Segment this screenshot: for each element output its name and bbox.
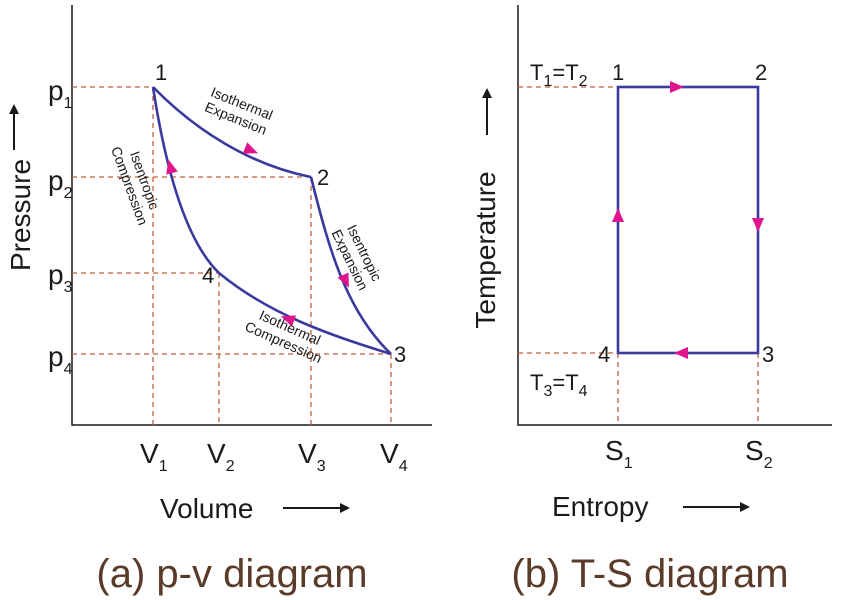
p1-label: p1 — [48, 75, 73, 112]
ts-arrow-4-1 — [612, 208, 624, 222]
ts-xlabel-arrow — [683, 502, 750, 512]
ts-point-4: 4 — [598, 342, 610, 367]
pv-axes — [71, 5, 432, 426]
pv-xlabel: Volume — [160, 493, 253, 524]
v3-label: V3 — [298, 438, 326, 475]
pv-point-1: 1 — [155, 60, 167, 85]
pv-arrow-2-3 — [337, 272, 349, 288]
pv-arrow-3-4 — [280, 315, 297, 327]
ts-xlabel: Entropy — [552, 491, 649, 522]
v1-label: V1 — [140, 438, 168, 475]
v4-label: V4 — [380, 438, 408, 475]
pv-arrow-1-2 — [242, 142, 258, 154]
pv-isothermal-expansion — [152, 86, 312, 179]
ts-axes — [517, 5, 832, 426]
ts-ylabel: Temperature — [470, 171, 501, 328]
ts-arrow-3-4 — [674, 347, 688, 359]
ts-diagram: 1 2 3 4 T1=T2 T3=T4 S1 S2 Temperature En… — [470, 5, 832, 596]
ts-point-3: 3 — [762, 342, 774, 367]
ts-caption: (b) T-S diagram — [511, 552, 788, 596]
pv-arrow-4-1 — [166, 159, 178, 175]
ts-point-1: 1 — [612, 60, 624, 85]
s2-label: S2 — [745, 435, 773, 472]
pv-isothermal-compression — [218, 271, 392, 356]
pv-isentropic-compression — [151, 86, 220, 274]
ts-cycle-rectangle — [616, 85, 760, 355]
ts-arrow-2-3 — [752, 218, 764, 232]
pv-diagram: p1 p2 p3 p4 V1 V2 V3 V4 1 2 3 4 Isotherm… — [5, 5, 432, 596]
svg-text:Pressure: Pressure — [5, 159, 36, 271]
pv-note-isothermal-compression: Isothermal Compression — [243, 307, 325, 366]
pv-note-isothermal-expansion: Isothermal Expansion — [203, 84, 276, 138]
v2-label: V2 — [207, 438, 235, 475]
p3-label: p3 — [48, 259, 73, 296]
ts-point-2: 2 — [755, 60, 767, 85]
pv-note-isentropic-compression: Isentropic Compression — [108, 144, 163, 227]
s1-label: S1 — [605, 435, 633, 472]
svg-text:Temperature: Temperature — [470, 171, 501, 328]
pv-point-3: 3 — [394, 342, 406, 367]
p4-label: p4 — [48, 341, 73, 378]
ts-arrow-1-2 — [670, 81, 684, 93]
pv-point-2: 2 — [317, 165, 329, 190]
pv-ylabel: Pressure — [5, 159, 36, 271]
pv-isentropic-expansion — [309, 176, 392, 355]
pv-ylabel-arrow — [9, 104, 19, 150]
pv-guides — [72, 86, 392, 425]
ts-ylabel-arrow — [482, 88, 492, 135]
t1-t2-label: T1=T2 — [530, 60, 588, 90]
pv-point-4: 4 — [202, 263, 214, 288]
pv-note-isentropic-expansion: Isentropic Expansion — [329, 222, 385, 293]
t3-t4-label: T3=T4 — [530, 370, 588, 400]
p2-label: p2 — [48, 165, 73, 202]
ts-guides — [518, 86, 759, 425]
pv-xlabel-arrow — [283, 503, 350, 513]
pv-caption: (a) p-v diagram — [96, 552, 367, 596]
